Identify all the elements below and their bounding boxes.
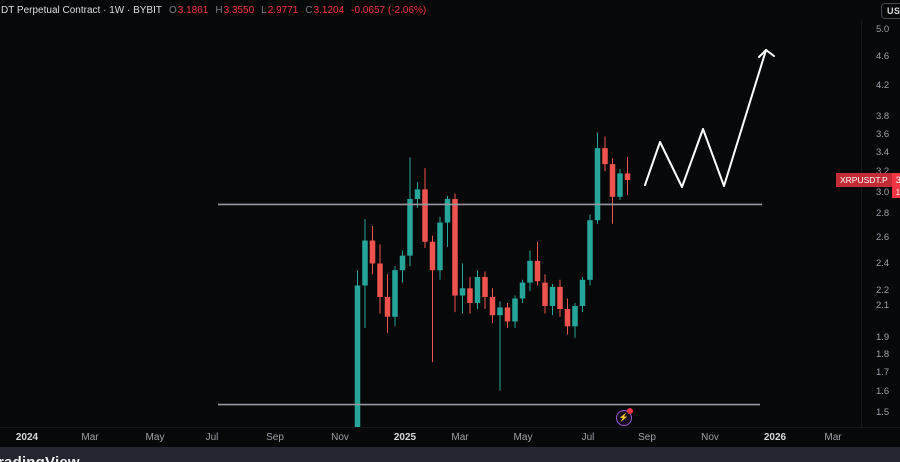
candle-body	[527, 260, 533, 283]
candle-body	[459, 288, 466, 296]
tradingview-logo[interactable]: radingView	[0, 454, 80, 462]
candle-body	[467, 288, 473, 303]
price-axis-separator	[861, 20, 862, 427]
price-tick: 5.0	[876, 24, 890, 36]
candle-body	[422, 189, 428, 242]
price-countdown-badge: 3.1 10	[891, 173, 900, 198]
price-tick: 3.6	[876, 128, 890, 140]
candle-body	[579, 279, 586, 306]
candle-body	[519, 282, 526, 299]
notification-dot	[627, 408, 633, 414]
time-tick-month: Sep	[638, 432, 656, 443]
last-price-value: 3.1	[895, 175, 900, 185]
candle-body	[489, 297, 496, 316]
candle-body	[542, 282, 548, 306]
symbol-info-bar: DT Perpetual Contract · 1W · BYBIT O 3.18…	[0, 0, 860, 20]
candle-body	[354, 285, 361, 427]
candle-body	[384, 297, 391, 317]
bottom-bar: radingView	[0, 447, 900, 462]
candle-body	[369, 240, 376, 264]
currency-toggle-button[interactable]: US	[881, 3, 900, 19]
time-axis[interactable]: 2024 Mar May Jul Sep Nov 2025 Mar May Jul Sep Nov 20…	[0, 428, 900, 447]
candle-body	[392, 270, 398, 317]
candle-body	[377, 263, 383, 298]
candle-body	[564, 309, 571, 327]
price-tick: 2.1	[876, 299, 890, 311]
time-tick-month: Mar	[824, 432, 842, 443]
ohlc-open: O 3.1861	[168, 4, 209, 16]
candle-body	[572, 305, 578, 327]
price-tick: 3.0	[876, 186, 890, 198]
candles	[354, 132, 631, 427]
time-axis-separator	[0, 427, 900, 428]
time-tick-month: Jul	[581, 432, 595, 443]
time-tick-year: 2025	[393, 432, 417, 443]
time-tick-month: Nov	[331, 432, 349, 443]
candle-body	[617, 173, 623, 197]
price-tick: 3.2	[876, 166, 890, 178]
price-tick: 1.9	[876, 331, 890, 343]
lightning-bolt-icon: ⚡	[618, 413, 629, 422]
price-tick: 1.5	[876, 406, 890, 418]
time-tick-year: 2026	[763, 432, 787, 443]
projection-arrow[interactable]	[644, 49, 767, 188]
time-tick-month: May	[513, 432, 533, 443]
price-tick: 1.7	[876, 367, 890, 379]
price-tick: 2.8	[876, 208, 890, 220]
candle-body	[497, 307, 503, 316]
symbol-price-badge: XRPUSDT.P	[836, 173, 892, 187]
change-value: -0.0657 (-2.06%)	[351, 4, 427, 16]
candle-body	[557, 286, 563, 310]
candle-body	[437, 222, 443, 271]
time-tick-year: 2024	[15, 432, 39, 443]
bar-countdown: 10	[895, 188, 900, 197]
candle-body	[414, 189, 421, 199]
ohlc-low: L 2.9771	[261, 4, 299, 16]
current-price-label: XRPUSDT.P 3.1 10	[836, 173, 900, 198]
time-tick-month: Jul	[205, 432, 219, 443]
candle-body	[549, 286, 556, 306]
candle-body	[482, 277, 488, 298]
time-tick-month: Sep	[266, 432, 284, 443]
price-tick: 2.4	[876, 257, 890, 269]
candle-body	[609, 164, 616, 197]
price-tick: 4.2	[876, 79, 890, 91]
projection-arrowhead	[758, 49, 775, 58]
candle-body	[407, 198, 413, 256]
candle-body	[452, 198, 458, 296]
price-tick: 1.6	[876, 386, 890, 398]
candle-body	[362, 240, 368, 286]
candle-body	[534, 260, 541, 282]
price-tick: 2.6	[876, 232, 890, 244]
price-tick: 3.4	[876, 146, 890, 158]
time-tick-month: Nov	[701, 432, 719, 443]
candle-body	[429, 241, 436, 271]
candle-body	[444, 198, 451, 223]
price-tick: 4.6	[876, 50, 890, 62]
price-tick: 1.8	[876, 348, 890, 360]
candle-body	[512, 298, 518, 322]
flash-icon[interactable]: ⚡	[616, 408, 633, 426]
time-tick-month: Mar	[81, 432, 99, 443]
price-tick: 3.8	[876, 111, 890, 123]
candle-body	[504, 307, 511, 322]
candle-body	[399, 255, 406, 271]
ohlc-high: H 3.3550	[215, 4, 255, 16]
time-tick-month: Mar	[451, 432, 469, 443]
price-tick: 2.2	[876, 285, 890, 297]
candle-body	[624, 173, 631, 181]
candle-body	[587, 220, 593, 280]
price-axis[interactable]: 5.0 4.6 4.2 3.8 3.6 3.4 3.2 3.0 2.8 2.6 2.4 2.2 2.1 1…	[862, 20, 900, 427]
candle-body	[474, 277, 481, 303]
ohlc-close: C 3.1204	[305, 4, 345, 16]
time-tick-month: May	[145, 432, 165, 443]
candle-body	[594, 148, 601, 221]
candle-body	[602, 148, 608, 165]
symbol-title[interactable]: DT Perpetual Contract · 1W · BYBIT	[1, 4, 162, 16]
